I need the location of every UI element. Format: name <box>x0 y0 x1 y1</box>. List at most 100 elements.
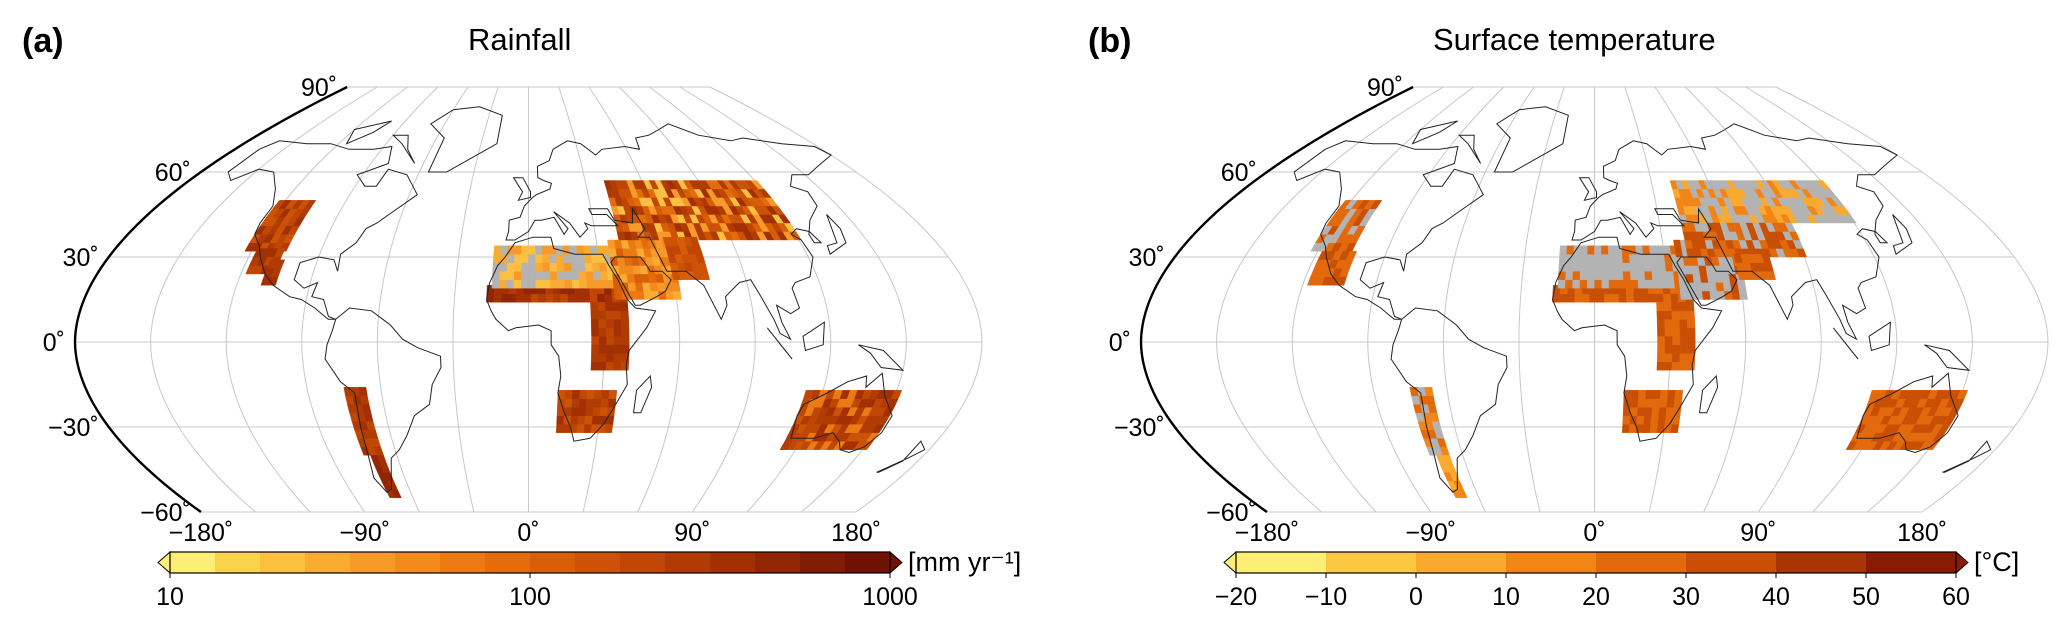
data-cell <box>556 415 565 425</box>
data-cell <box>493 293 502 303</box>
data-cell <box>1761 254 1772 263</box>
longitude-tick-label: 180˚ <box>1897 519 1947 547</box>
data-cell <box>1637 271 1646 280</box>
graticule-longitude-line <box>1442 86 1535 513</box>
data-cell <box>1665 407 1675 416</box>
data-cell <box>1672 327 1681 337</box>
data-cell <box>376 455 387 464</box>
data-cell <box>619 273 629 283</box>
data-cell <box>1784 222 1797 232</box>
data-cell <box>1622 254 1631 263</box>
data-cell <box>1664 361 1673 371</box>
data-cell <box>672 290 682 300</box>
data-cell <box>1573 254 1581 263</box>
data-cell <box>1656 302 1665 311</box>
panel-title: Surface temperature <box>1433 22 1716 57</box>
data-cell <box>605 319 615 328</box>
coastline <box>1493 106 1569 173</box>
data-cell <box>273 248 286 258</box>
colorbar-extend-max <box>1955 550 1969 575</box>
colorbar-bin <box>1866 552 1957 573</box>
data-cell <box>556 254 565 263</box>
data-cell <box>1636 415 1645 425</box>
data-cell <box>555 424 564 433</box>
data-cell <box>590 310 599 320</box>
data-cell <box>1645 390 1654 399</box>
data-cell <box>1644 279 1654 289</box>
data-cell <box>613 290 623 300</box>
data-cell <box>1656 319 1666 328</box>
data-cell <box>1672 336 1681 345</box>
data-cell <box>1700 282 1710 292</box>
data-cell <box>1630 390 1639 399</box>
coastline <box>1390 307 1508 493</box>
longitude-tick-label: 180˚ <box>831 519 881 547</box>
colorbar-bin <box>350 552 396 573</box>
temperature-map: 90˚60˚30˚0˚−30˚−60˚−180˚ −90˚ 0˚ 90˚ 180˚[°C… <box>1109 74 2049 611</box>
data-cell <box>586 398 595 408</box>
data-cell <box>1679 319 1688 328</box>
data-cell <box>1659 279 1668 289</box>
data-cell <box>1601 254 1609 263</box>
graticule-longitude-line <box>376 86 469 513</box>
data-cell <box>1644 398 1654 408</box>
data-cell <box>600 398 610 408</box>
colorbar: [mm yr⁻¹] 10 100 1000 <box>156 547 1021 611</box>
data-cell <box>1601 271 1610 280</box>
data-cell <box>598 353 607 362</box>
colorbar-tick-label: −20 <box>1215 583 1257 611</box>
data-cell <box>1657 262 1667 272</box>
coastline <box>1832 327 1859 360</box>
data-cell <box>1630 279 1639 289</box>
data-cell <box>1664 262 1674 272</box>
colorbar-tick-label: 40 <box>1762 583 1790 611</box>
data-cell <box>577 415 586 425</box>
data-cell <box>1658 271 1668 280</box>
data-cell <box>1637 279 1647 289</box>
data-cell <box>1623 279 1632 289</box>
data-cell <box>1626 293 1635 303</box>
data-cell <box>1671 361 1681 371</box>
data-cell <box>591 344 600 354</box>
data-cell <box>1679 353 1688 362</box>
data-cells <box>244 180 903 498</box>
data-cell <box>1816 180 1831 190</box>
data-cell <box>584 415 593 425</box>
coastline <box>1868 321 1891 352</box>
data-cell <box>521 271 529 280</box>
data-cell <box>506 271 515 280</box>
colorbar-tick-label: 60 <box>1942 583 1970 611</box>
data-cell <box>535 245 543 255</box>
coastline <box>1676 256 1738 306</box>
data-cell <box>556 271 565 280</box>
data-cell <box>528 279 537 289</box>
data-cell <box>1594 262 1602 272</box>
data-cell <box>1572 271 1581 280</box>
data-cell <box>585 407 594 416</box>
data-cell <box>528 262 536 272</box>
data-cell <box>577 262 587 272</box>
data-cell <box>1572 279 1581 289</box>
colorbar-unit: [mm yr⁻¹] <box>908 547 1021 577</box>
data-cell <box>493 245 502 255</box>
data-cell <box>508 293 517 303</box>
data-cell <box>583 424 593 433</box>
data-cell <box>572 390 581 399</box>
data-cell <box>1604 293 1613 303</box>
data-cell <box>590 361 599 371</box>
data-cell <box>492 254 501 263</box>
data-cell <box>1670 424 1680 433</box>
coastline <box>790 372 893 454</box>
data-cell <box>597 293 606 303</box>
data-cell <box>571 398 580 408</box>
data-cell <box>501 293 510 303</box>
data-cell <box>1615 271 1624 280</box>
graticule-longitude-line <box>709 86 983 513</box>
data-cell <box>1687 327 1696 337</box>
data-cell <box>499 271 508 280</box>
data-cell <box>1649 245 1658 255</box>
data-cell <box>574 293 584 303</box>
data-cell <box>1738 290 1748 300</box>
data-cell <box>1442 455 1453 464</box>
data-cell <box>1622 271 1631 280</box>
